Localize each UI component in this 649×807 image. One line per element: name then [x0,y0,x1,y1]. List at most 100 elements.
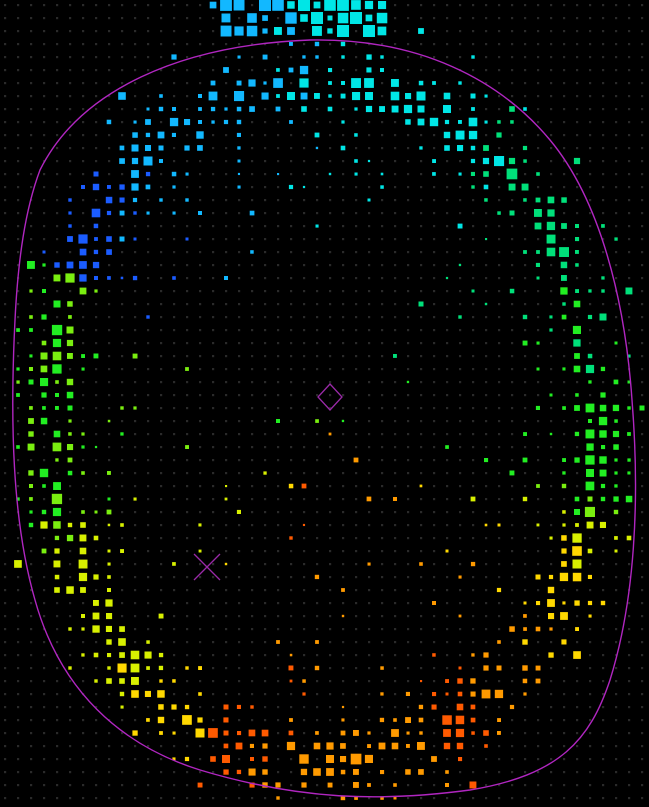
hit-cell [561,275,567,281]
grid-dot [589,160,592,163]
hit-cell [521,183,529,191]
hit-cell [574,431,580,437]
grid-dot [329,251,332,254]
hit-cell [458,263,462,267]
hit-cell [379,717,385,723]
grid-dot [69,251,72,254]
grid-dot [589,43,592,46]
grid-dot [342,173,345,176]
grid-dot [628,69,631,72]
grid-dot [199,30,202,33]
grid-dot [524,797,527,800]
grid-dot [615,134,618,137]
grid-dot [212,56,215,59]
grid-dot [342,69,345,72]
grid-dot [537,238,540,241]
hit-cell [613,496,619,502]
hit-cell [78,572,88,582]
hit-cell [159,731,163,735]
grid-dot [212,706,215,709]
grid-dot [446,381,449,384]
grid-dot [433,420,436,423]
grid-dot [550,498,553,501]
grid-dot [56,212,59,215]
grid-dot [498,550,501,553]
grid-dot [485,225,488,228]
grid-dot [498,56,501,59]
grid-dot [394,251,397,254]
grid-dot [576,615,579,618]
grid-dot [251,797,254,800]
grid-dot [446,511,449,514]
grid-dot [524,550,527,553]
grid-dot [563,43,566,46]
grid-dot [160,784,163,787]
grid-dot [303,134,306,137]
grid-dot [524,212,527,215]
hit-cell [482,157,490,165]
grid-dot [589,121,592,124]
grid-dot [290,550,293,553]
hit-cell [133,497,137,501]
grid-dot [43,784,46,787]
grid-dot [433,797,436,800]
hit-cell [131,144,139,152]
grid-dot [628,134,631,137]
grid-dot [4,420,7,423]
grid-dot [290,56,293,59]
grid-dot [368,121,371,124]
grid-dot [485,407,488,410]
grid-dot [615,784,618,787]
grid-dot [537,745,540,748]
hit-cell [16,380,20,384]
grid-dot [368,472,371,475]
grid-dot [43,17,46,20]
hit-cell [418,301,424,307]
grid-dot [108,771,111,774]
grid-dot [459,30,462,33]
grid-dot [511,264,514,267]
grid-dot [82,771,85,774]
hit-cell [458,614,462,618]
grid-dot [251,238,254,241]
grid-dot [589,238,592,241]
grid-dot [82,160,85,163]
grid-dot [56,290,59,293]
grid-dot [147,303,150,306]
grid-dot [433,680,436,683]
hit-cell [445,549,449,553]
hit-cell [587,314,593,320]
grid-dot [316,264,319,267]
grid-dot [368,433,371,436]
grid-dot [134,719,137,722]
grid-dot [69,498,72,501]
grid-dot [108,264,111,267]
grid-dot [420,459,423,462]
hit-cell [54,587,60,593]
grid-dot [238,459,241,462]
grid-dot [108,43,111,46]
grid-dot [160,498,163,501]
grid-dot [147,498,150,501]
grid-dot [43,576,46,579]
grid-dot [537,95,540,98]
hit-cell [560,261,568,269]
grid-dot [212,381,215,384]
hit-cell [341,120,345,124]
grid-dot [381,576,384,579]
grid-dot [212,342,215,345]
hit-cell [431,704,437,710]
grid-dot [4,56,7,59]
grid-dot [108,693,111,696]
grid-dot [69,511,72,514]
hit-cell [144,690,151,697]
grid-dot [277,394,280,397]
hit-cell [132,730,138,736]
grid-dot [264,628,267,631]
grid-dot [641,446,644,449]
grid-dot [264,316,267,319]
grid-dot [225,524,228,527]
grid-dot [251,56,254,59]
hit-cell [288,184,294,190]
grid-dot [30,56,33,59]
